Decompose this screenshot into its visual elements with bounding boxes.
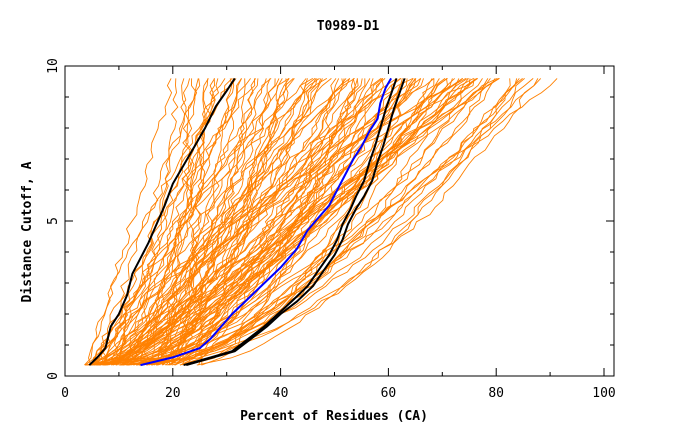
background-series-line xyxy=(84,78,173,366)
background-series-line xyxy=(174,78,491,366)
x-tick-label: 40 xyxy=(273,386,289,401)
background-series-line xyxy=(146,78,542,366)
background-series-group xyxy=(84,77,558,366)
background-series-line xyxy=(85,78,523,366)
y-tick-label: 5 xyxy=(46,217,61,225)
x-tick-label: 0 xyxy=(61,386,69,401)
background-series-line xyxy=(118,78,398,366)
background-series-line xyxy=(157,78,320,366)
background-series-line xyxy=(91,78,500,366)
background-series-line xyxy=(105,78,280,366)
background-series-line xyxy=(181,78,204,366)
series-line-1 xyxy=(88,77,236,366)
background-series-line xyxy=(88,78,233,366)
background-series-line xyxy=(179,78,271,366)
background-series-line xyxy=(96,78,489,366)
background-series-line xyxy=(90,78,435,366)
background-series-line xyxy=(136,78,371,366)
x-tick-label: 60 xyxy=(381,386,397,401)
series-line-2 xyxy=(140,77,392,367)
background-series-line xyxy=(115,78,500,366)
x-tick-label: 20 xyxy=(165,386,181,401)
background-series-line xyxy=(119,78,525,366)
background-series-line xyxy=(115,78,500,366)
series-line-4 xyxy=(186,78,406,367)
background-series-line xyxy=(127,78,539,366)
background-series-line xyxy=(138,78,433,366)
y-axis-label: Distance Cutoff, A xyxy=(20,161,35,302)
background-series-line xyxy=(84,78,290,366)
x-axis-label: Percent of Residues (CA) xyxy=(240,409,428,424)
background-series-line xyxy=(159,78,355,366)
highlight-series-group xyxy=(88,77,406,367)
background-series-line xyxy=(96,78,456,366)
background-series-line xyxy=(98,78,477,366)
x-tick-label: 100 xyxy=(592,386,615,401)
background-series-line xyxy=(128,78,351,366)
y-tick-label: 0 xyxy=(46,372,61,380)
background-series-line xyxy=(96,78,295,366)
background-series-line xyxy=(99,78,464,366)
background-series-line xyxy=(102,78,435,366)
background-series-line xyxy=(156,78,496,366)
background-series-line xyxy=(110,78,237,366)
background-series-line xyxy=(91,78,448,366)
background-series-line xyxy=(89,78,382,366)
background-series-line xyxy=(88,78,191,366)
background-series-line xyxy=(91,78,401,366)
background-series-line xyxy=(103,78,351,366)
background-series-line xyxy=(175,78,469,366)
x-tick-label: 80 xyxy=(488,386,504,401)
series-line-3 xyxy=(183,78,398,367)
background-series-line xyxy=(118,77,414,366)
background-series-line xyxy=(111,78,314,366)
background-series-line xyxy=(108,78,201,366)
y-tick-label: 10 xyxy=(46,58,61,74)
axis-ticks: 0 20 40 60 80 100 0 5 10 xyxy=(46,58,616,401)
background-series-line xyxy=(95,78,199,366)
background-series-line xyxy=(185,78,416,366)
background-series-line xyxy=(142,78,463,366)
background-series-line xyxy=(119,78,386,366)
chart-title: T0989-D1 xyxy=(317,19,380,34)
background-series-line xyxy=(122,78,417,366)
background-series-line xyxy=(196,78,518,366)
background-series-line xyxy=(108,77,498,366)
